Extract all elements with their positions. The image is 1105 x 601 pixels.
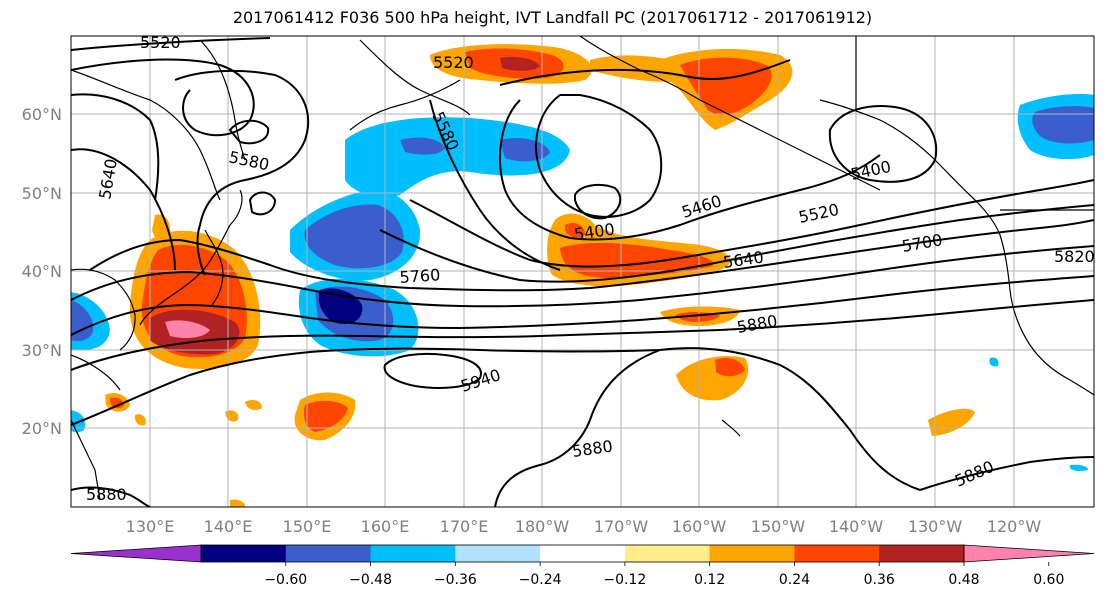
- colorbar-swatch: [455, 545, 541, 562]
- lon-tick-label: 120°W: [987, 517, 1042, 536]
- contour-label: 5820: [1054, 247, 1095, 266]
- colorbar-tick-label: −0.48: [349, 572, 392, 588]
- lon-tick-label: 160°W: [672, 517, 727, 536]
- colorbar-swatch: [540, 545, 626, 562]
- lat-tick-label: 20°N: [22, 419, 62, 438]
- lon-tick-label: 130°W: [908, 517, 963, 536]
- colorbar-swatch: [879, 545, 965, 562]
- contour-label: 5760: [399, 265, 441, 287]
- lat-tick-label: 40°N: [22, 262, 62, 281]
- contour-label: 5880: [86, 485, 127, 504]
- colorbar-tick-label: 0.36: [864, 572, 895, 588]
- contour-label: 5520: [433, 53, 474, 72]
- colorbar-swatch: [624, 545, 711, 562]
- height-contours: [71, 37, 1094, 507]
- lat-axis-labels: 60°N 50°N 40°N 30°N 20°N: [22, 105, 62, 438]
- colorbar-swatch: [794, 545, 880, 562]
- lon-tick-label: 140°E: [204, 517, 253, 536]
- lon-tick-label: 170°W: [594, 517, 649, 536]
- lon-tick-label: 140°W: [829, 517, 884, 536]
- colorbar-outline: [200, 544, 965, 563]
- colorbar-swatch: [201, 545, 287, 562]
- lon-tick-label: 160°E: [361, 517, 410, 536]
- page-title: 2017061412 F036 500 hPa height, IVT Land…: [232, 8, 873, 27]
- colorbar-tick-label: −0.60: [264, 572, 307, 588]
- lon-axis-labels: 130°E 140°E 150°E 160°E 170°E 180°W 170°…: [126, 517, 1042, 536]
- colorbar-tick-label: −0.36: [434, 572, 477, 588]
- colorbar: −0.60 −0.48 −0.36 −0.24 −0.12 0.12 0.24 0.36 0.4…: [70, 544, 1095, 588]
- lat-tick-label: 60°N: [22, 105, 62, 124]
- colorbar-tick-label: −0.24: [519, 572, 562, 588]
- colorbar-swatch: [370, 545, 456, 562]
- contour-label: 5520: [140, 33, 181, 52]
- lat-tick-label: 30°N: [22, 341, 62, 360]
- colorbar-swatch: [709, 545, 795, 562]
- colorbar-extend-low: [70, 544, 202, 563]
- lat-tick-label: 50°N: [22, 184, 62, 203]
- colorbar-tick-label: 0.12: [694, 572, 725, 588]
- lon-tick-label: 150°W: [751, 517, 806, 536]
- map-frame: [70, 35, 1095, 508]
- colorbar-tick-label: 0.60: [1033, 572, 1064, 588]
- colorbar-swatch: [285, 545, 372, 562]
- lon-tick-label: 170°E: [440, 517, 489, 536]
- colorbar-tick-label: 0.24: [779, 572, 810, 588]
- lon-tick-label: 150°E: [283, 517, 332, 536]
- colorbar-tick-label: 0.48: [948, 572, 979, 588]
- map-grid: [71, 36, 1094, 507]
- colorbar-tick-label: −0.12: [603, 572, 646, 588]
- colorbar-extend-high: [963, 544, 1095, 563]
- lon-tick-label: 130°E: [126, 517, 175, 536]
- lon-tick-label: 180°W: [515, 517, 570, 536]
